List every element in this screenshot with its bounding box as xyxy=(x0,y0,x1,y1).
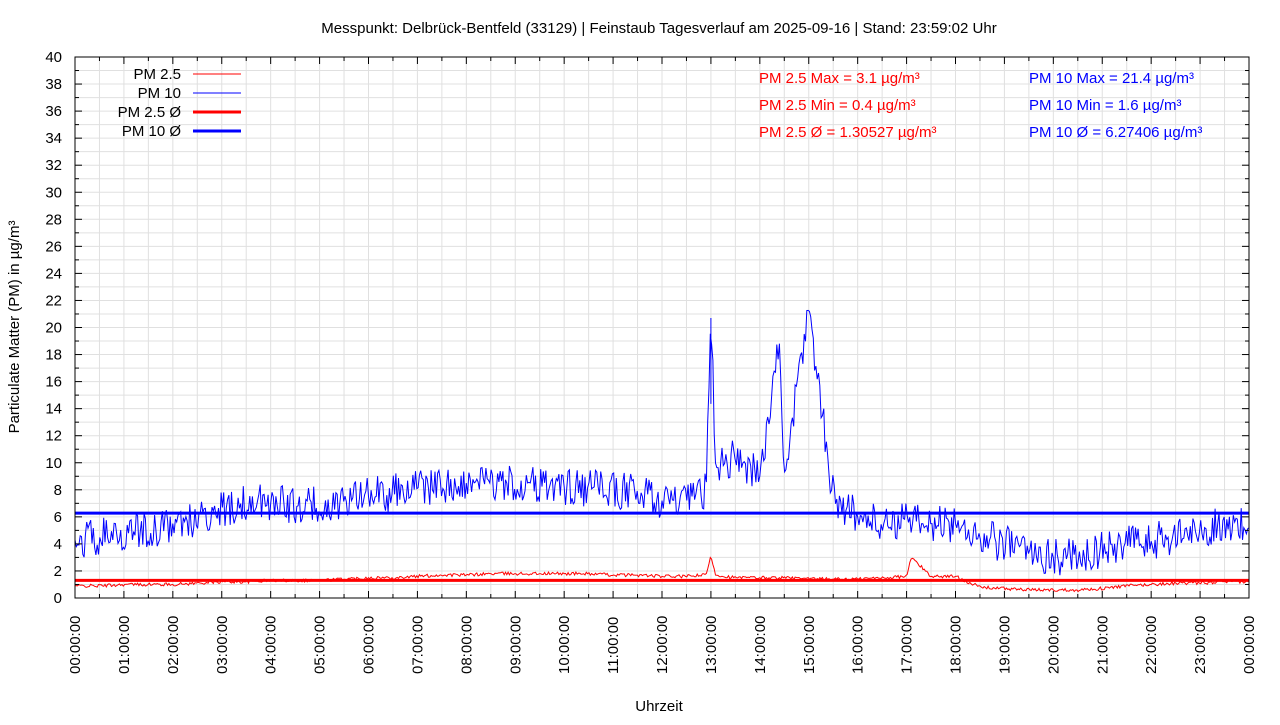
y-tick-label: 24 xyxy=(45,265,62,282)
x-tick-label: 06:00:00 xyxy=(361,616,378,674)
pm25-avg-stat: PM 2.5 Ø = 1.30527 µg/m³ xyxy=(759,124,936,141)
y-tick-label: 30 xyxy=(45,184,62,201)
x-tick-label: 15:00:00 xyxy=(801,616,818,674)
series-lines xyxy=(74,309,1250,593)
x-tick-label: 00:00:00 xyxy=(67,616,84,674)
x-tick-label: 23:00:00 xyxy=(1192,616,1209,674)
pm10-max-stat: PM 10 Max = 21.4 µg/m³ xyxy=(1029,70,1194,87)
x-tick-label: 12:00:00 xyxy=(654,616,671,674)
y-tick-label: 38 xyxy=(45,76,62,93)
x-tick-label: 16:00:00 xyxy=(850,616,867,674)
x-tick-label: 14:00:00 xyxy=(752,616,769,674)
y-tick-label: 36 xyxy=(45,103,62,120)
y-tick-label: 18 xyxy=(45,347,62,364)
y-tick-label: 34 xyxy=(45,130,62,147)
x-tick-label: 09:00:00 xyxy=(507,616,524,674)
legend-label-pm10-avg: PM 10 Ø xyxy=(122,123,182,140)
y-tick-label: 40 xyxy=(45,49,62,66)
y-tick-label: 6 xyxy=(54,509,62,526)
x-tick-label: 22:00:00 xyxy=(1143,616,1160,674)
y-tick-label: 26 xyxy=(45,238,62,255)
y-tick-label: 20 xyxy=(45,320,62,337)
y-tick-label: 16 xyxy=(45,374,62,391)
x-axis-ticks: 00:00:00 01:00:00 02:00:00 03:00:00 04:00:00… xyxy=(67,57,1258,674)
pm25-stats: PM 2.5 Max = 3.1 µg/m³ PM 2.5 Min = 0.4 … xyxy=(759,70,936,141)
y-tick-label: 14 xyxy=(45,401,62,418)
x-tick-label: 10:00:00 xyxy=(556,616,573,674)
x-tick-label: 13:00:00 xyxy=(703,616,720,674)
y-tick-label: 32 xyxy=(45,157,62,174)
x-tick-label: 18:00:00 xyxy=(948,616,965,674)
x-tick-label: 21:00:00 xyxy=(1094,616,1111,674)
x-axis-label: Uhrzeit xyxy=(635,698,683,715)
x-tick-label: 00:00:00 xyxy=(1241,616,1258,674)
legend-label-pm25-avg: PM 2.5 Ø xyxy=(118,104,182,121)
chart-title: Messpunkt: Delbrück-Bentfeld (33129) | F… xyxy=(321,20,996,37)
x-tick-label: 04:00:00 xyxy=(263,616,280,674)
pm10-stats: PM 10 Max = 21.4 µg/m³ PM 10 Min = 1.6 µ… xyxy=(1029,70,1202,141)
x-tick-label: 07:00:00 xyxy=(409,616,426,674)
x-tick-label: 05:00:00 xyxy=(312,616,329,674)
legend-label-pm10: PM 10 xyxy=(138,85,181,102)
y-tick-label: 28 xyxy=(45,211,62,228)
series-line-pm25 xyxy=(74,556,1250,593)
y-tick-label: 22 xyxy=(45,292,62,309)
y-axis-label: Particulate Matter (PM) in µg/m³ xyxy=(6,221,23,434)
series-line-pm10 xyxy=(74,309,1250,576)
pm10-avg-stat: PM 10 Ø = 6.27406 µg/m³ xyxy=(1029,124,1202,141)
x-tick-label: 02:00:00 xyxy=(165,616,182,674)
x-tick-label: 11:00:00 xyxy=(605,617,622,674)
x-tick-label: 01:00:00 xyxy=(116,616,133,674)
x-tick-label: 20:00:00 xyxy=(1045,616,1062,674)
x-tick-label: 19:00:00 xyxy=(996,616,1013,674)
pm25-max-stat: PM 2.5 Max = 3.1 µg/m³ xyxy=(759,70,920,87)
y-tick-label: 8 xyxy=(54,482,62,499)
x-tick-label: 17:00:00 xyxy=(899,616,916,674)
legend-label-pm25: PM 2.5 xyxy=(133,66,181,83)
y-tick-label: 4 xyxy=(54,536,62,553)
grid-lines xyxy=(75,57,1249,598)
pm25-min-stat: PM 2.5 Min = 0.4 µg/m³ xyxy=(759,97,916,114)
x-tick-label: 03:00:00 xyxy=(214,616,231,674)
y-tick-label: 10 xyxy=(45,455,62,472)
y-tick-label: 0 xyxy=(54,590,62,607)
x-tick-label: 08:00:00 xyxy=(458,616,475,674)
pm10-min-stat: PM 10 Min = 1.6 µg/m³ xyxy=(1029,97,1181,114)
legend: PM 2.5 PM 10 PM 2.5 Ø PM 10 Ø xyxy=(118,66,241,140)
y-tick-label: 12 xyxy=(45,428,62,445)
y-tick-label: 2 xyxy=(54,563,62,580)
